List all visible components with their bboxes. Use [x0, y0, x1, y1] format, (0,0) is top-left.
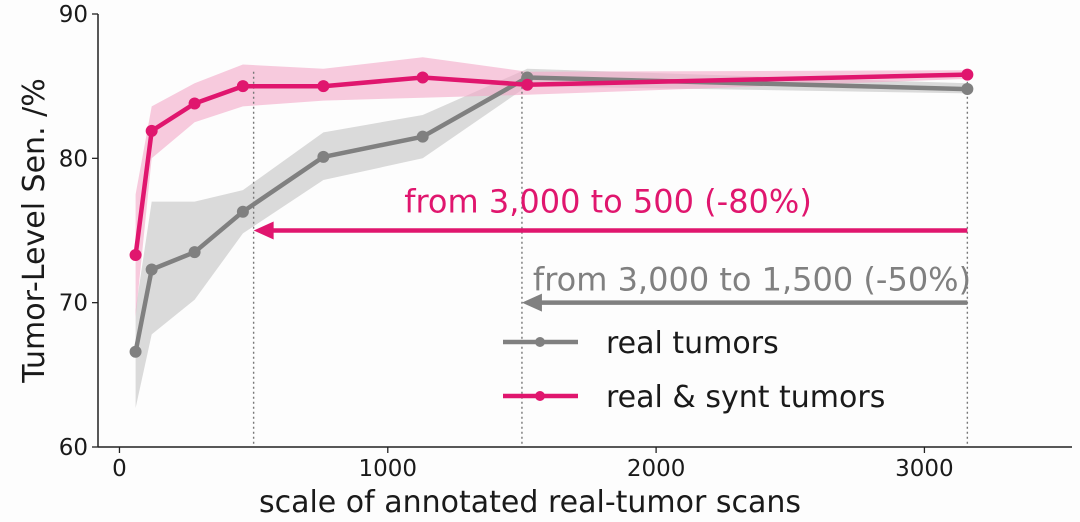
legend-swatch-marker-0	[535, 337, 545, 347]
legend-swatch-marker-1	[535, 391, 545, 401]
confidence-band-1	[135, 57, 968, 318]
series-point-1-4	[317, 80, 330, 93]
series-line-1	[133, 72, 970, 258]
series-point-1-1	[145, 124, 158, 137]
legend-label-0: real tumors	[606, 326, 779, 361]
series-point-1-7	[961, 68, 974, 81]
x-tick-label-3: 3000	[895, 456, 954, 482]
annotation-text-0: from 3,000 to 500 (-80%)	[404, 183, 812, 221]
annotation-arrow-head-0	[253, 221, 274, 240]
series-point-0-5	[416, 130, 429, 143]
series-point-0-1	[145, 263, 158, 276]
series-point-0-7	[961, 83, 974, 96]
series-point-0-0	[129, 345, 142, 358]
series-point-1-2	[188, 97, 201, 110]
x-tick-label-2: 2000	[627, 456, 686, 482]
y-axis-label: Tumor-Level Sen. /%	[17, 78, 52, 384]
series-point-0-4	[317, 150, 330, 163]
annotation-arrow-head-1	[521, 293, 542, 312]
x-tick-label-0: 0	[112, 456, 127, 482]
series-point-0-3	[236, 205, 249, 218]
y-tick-label-3: 90	[59, 2, 88, 28]
series-point-1-0	[129, 249, 142, 262]
y-tick-label-0: 60	[59, 435, 88, 461]
series-point-0-2	[188, 246, 201, 259]
series-point-1-6	[521, 78, 534, 91]
legend-label-1: real & synt tumors	[606, 380, 885, 415]
confidence-band-0	[135, 68, 968, 409]
annotation-text-1: from 3,000 to 1,500 (-50%)	[533, 261, 971, 299]
y-tick-label-1: 70	[59, 291, 88, 317]
series-line-0	[133, 75, 970, 354]
x-axis-label: scale of annotated real-tumor scans	[259, 485, 801, 520]
series-point-1-3	[236, 80, 249, 93]
x-tick-label-1: 1000	[359, 456, 418, 482]
y-tick-label-2: 80	[59, 146, 88, 172]
series-point-1-5	[416, 71, 429, 84]
